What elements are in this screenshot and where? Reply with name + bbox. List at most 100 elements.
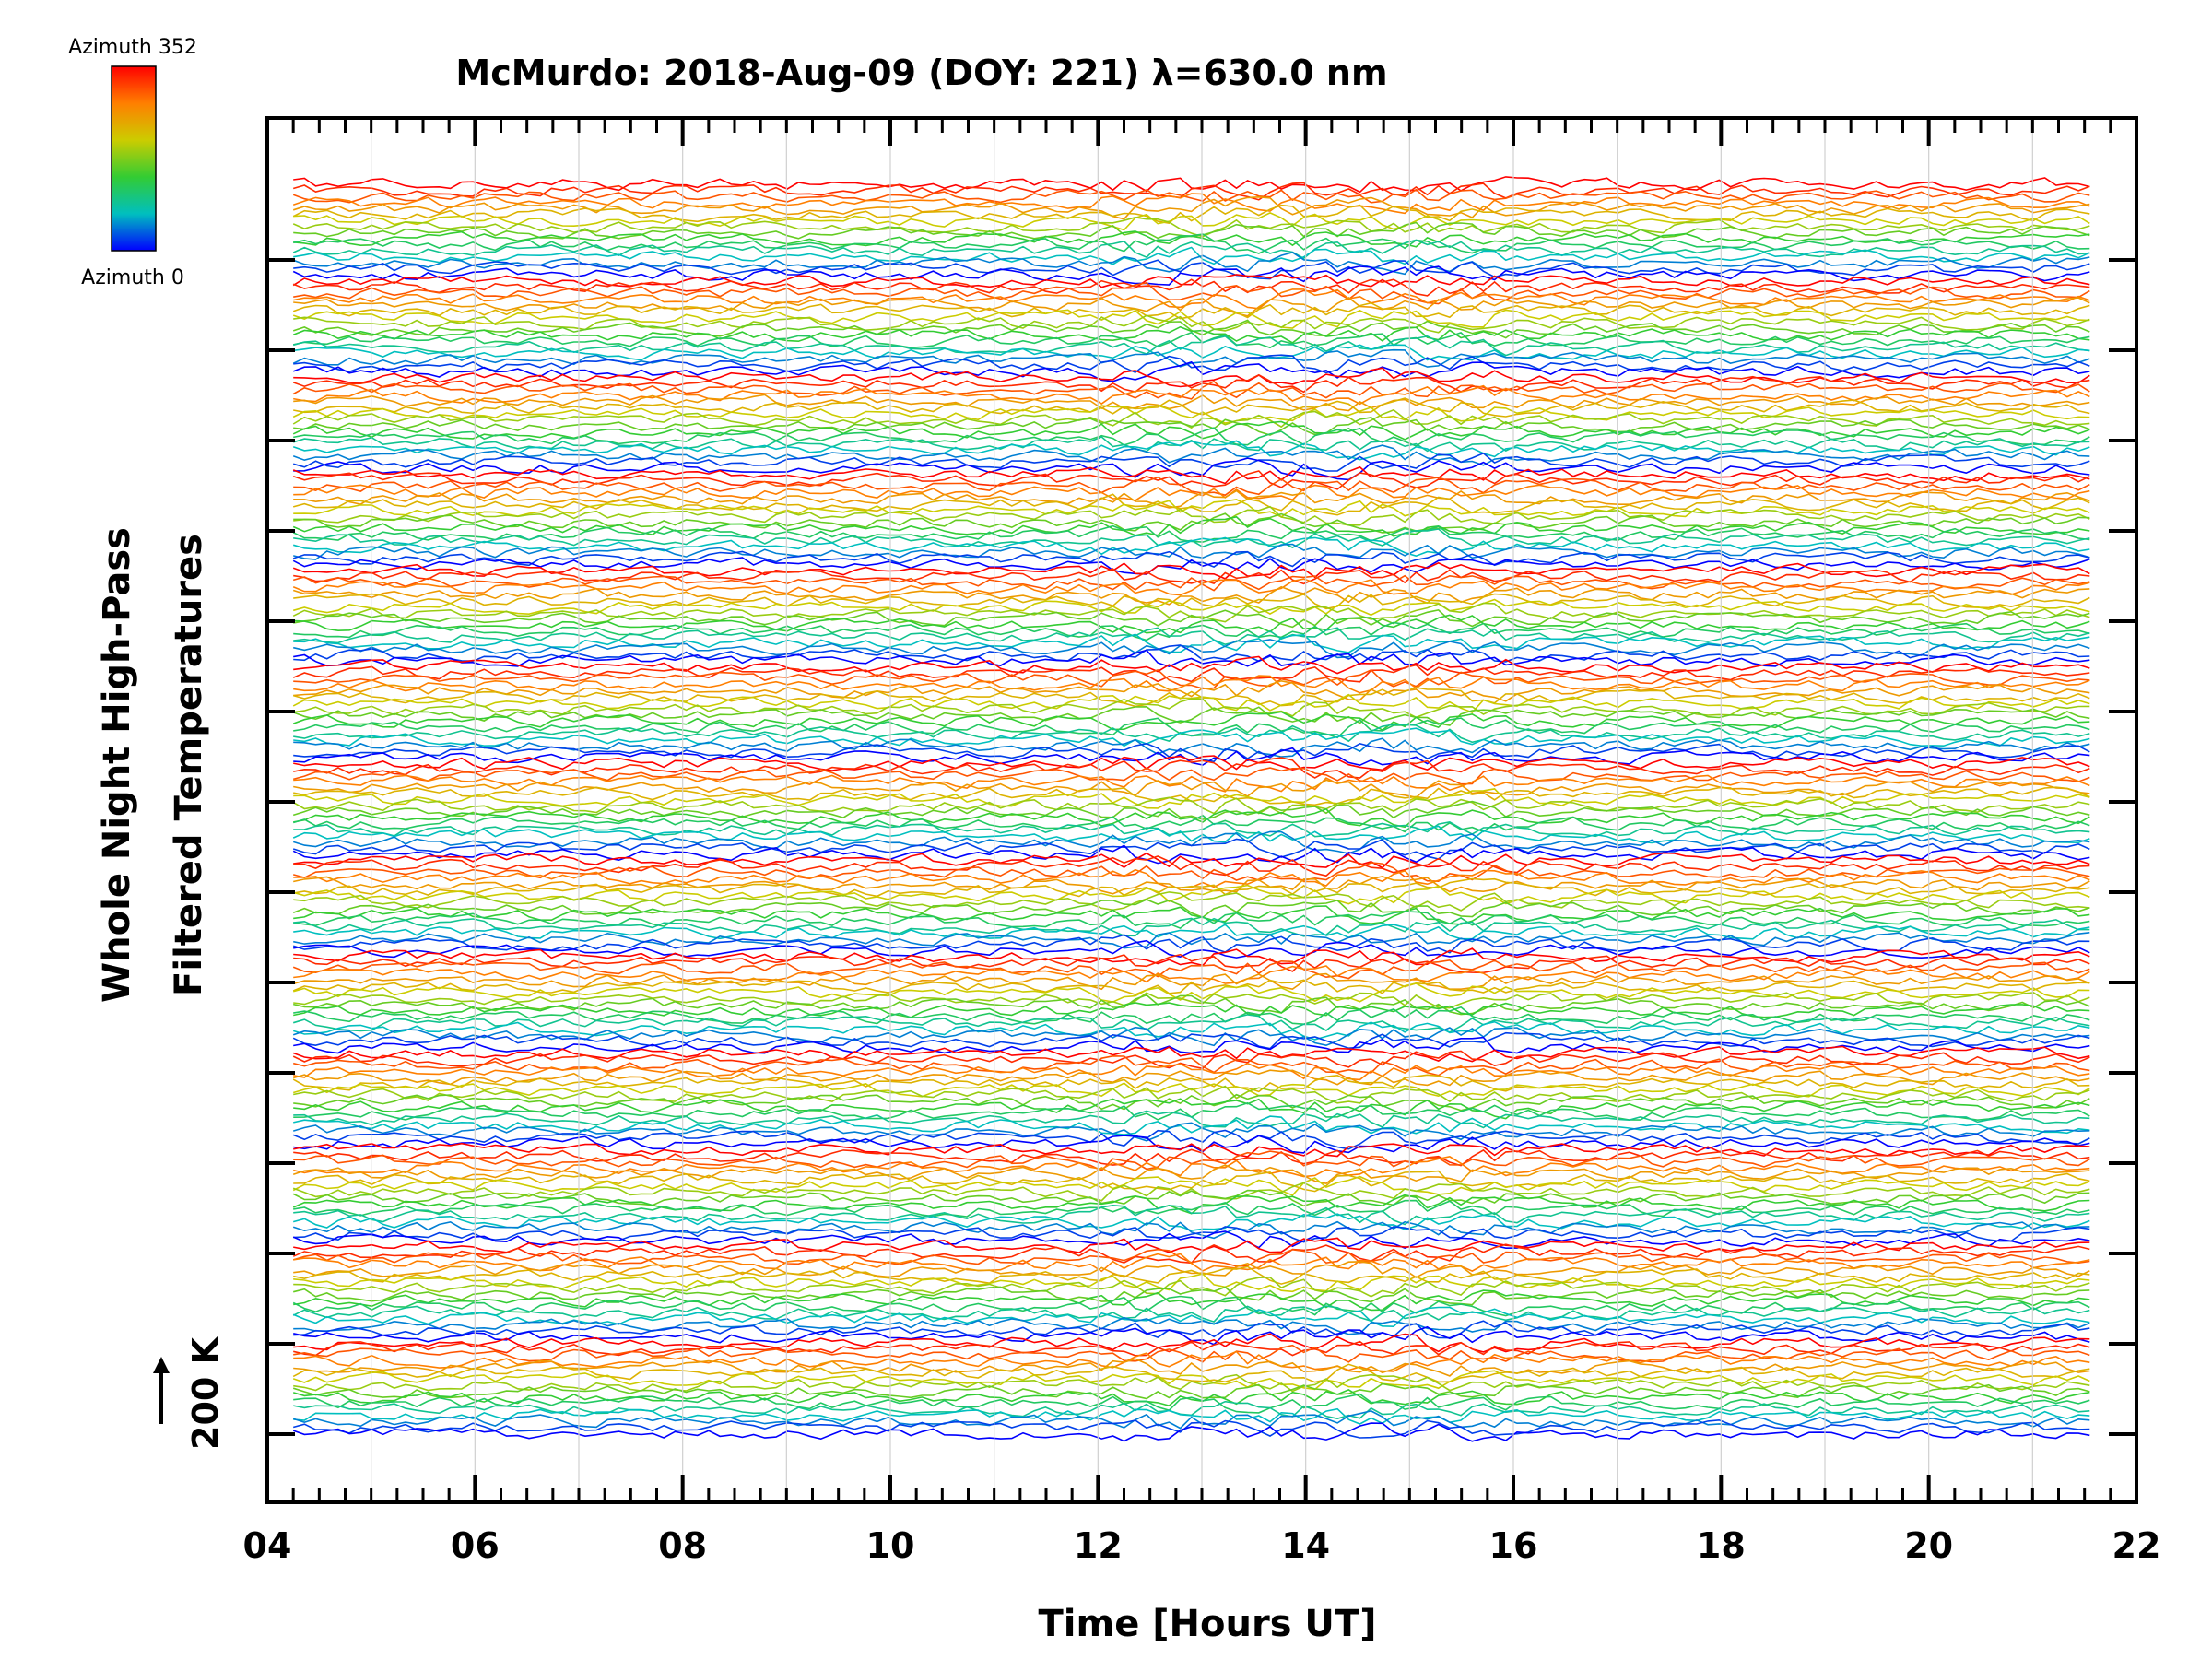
x-tick-label: 20 (1904, 1525, 1953, 1566)
trace-line (292, 705, 2090, 726)
trace-line (293, 757, 2090, 779)
trace-line (292, 204, 2090, 225)
trace-line (292, 1389, 2090, 1406)
trace-line (292, 574, 2090, 592)
trace-line (293, 417, 2090, 436)
trace-line (292, 982, 2090, 1003)
trace-line (292, 687, 2090, 708)
x-tick-label: 12 (1074, 1525, 1123, 1566)
trace-line (292, 465, 2090, 485)
trace-line (293, 1150, 2090, 1171)
trace-line (293, 1110, 2090, 1129)
x-tick-label: 08 (658, 1525, 707, 1566)
trace-line (293, 774, 2090, 793)
trace-line (293, 1407, 2090, 1425)
trace-line (293, 1320, 2090, 1339)
trace-line (293, 917, 2090, 937)
trace-line (292, 934, 2090, 954)
colorbar-gradient (111, 65, 157, 252)
trace-line (293, 1148, 2090, 1167)
trace-line (292, 693, 2090, 713)
trace-line (293, 855, 2090, 877)
trace-line (292, 598, 2090, 617)
trace-line (293, 737, 2090, 758)
trace-line (292, 470, 2090, 490)
trace-line (293, 698, 2090, 719)
trace-line (293, 1002, 2090, 1018)
trace-line (292, 1220, 2090, 1240)
trace-line (292, 373, 2090, 394)
trace-line (293, 668, 2090, 690)
trace-line (292, 360, 2090, 382)
colorbar-bottom-label: Azimuth 0 (81, 266, 184, 289)
y-axis-label-line2: Filtered Temperatures (168, 534, 210, 996)
trace-line (292, 1306, 2090, 1328)
vertical-gridlines (371, 122, 2033, 1499)
trace-line (292, 838, 2090, 860)
trace-line (292, 1363, 2090, 1383)
trace-line (293, 953, 2090, 974)
trace-line (292, 1122, 2090, 1142)
trace-line (292, 420, 2090, 441)
trace-line (293, 1289, 2090, 1312)
scale-bar-label: 200 K (185, 1335, 226, 1450)
trace-line (293, 1006, 2090, 1026)
trace-line (293, 1333, 2090, 1353)
trace-line (293, 1156, 2090, 1178)
trace-line (292, 578, 2090, 596)
trace-line (292, 380, 2090, 400)
trace-line (293, 499, 2090, 518)
trace-line (293, 394, 2090, 412)
trace-line (293, 1261, 2090, 1278)
trace-line (293, 992, 2090, 1009)
trace-line (293, 994, 2090, 1016)
trace-line (292, 405, 2090, 424)
trace-line (292, 1031, 2090, 1050)
trace-line (293, 1135, 2090, 1154)
trace-line (292, 436, 2090, 453)
trace-line (292, 408, 2090, 429)
trace-line (293, 649, 2090, 668)
trace-line (293, 1036, 2090, 1054)
trace-line (292, 1050, 2090, 1070)
trace-line (292, 711, 2090, 731)
trace-line (293, 877, 2090, 898)
x-axis-label: Time [Hours UT] (1039, 1603, 1377, 1645)
trace-line (293, 297, 2090, 317)
trace-line (293, 924, 2090, 940)
trace-line (293, 1265, 2090, 1285)
trace-line (293, 868, 2090, 888)
trace-line (293, 621, 2090, 641)
trace-line (293, 1237, 2090, 1253)
trace-line (293, 820, 2090, 838)
x-tick-label: 10 (866, 1525, 915, 1566)
trace-line (293, 1350, 2090, 1372)
trace-line (293, 427, 2090, 447)
trace-line (293, 384, 2090, 406)
trace-line (292, 309, 2090, 329)
trace-line (293, 717, 2090, 739)
trace-line (293, 476, 2090, 497)
trace-line (292, 1020, 2090, 1041)
trace-line (293, 1085, 2090, 1104)
trace-line (293, 644, 2090, 663)
trace-line (292, 767, 2090, 785)
trace-line (292, 1175, 2090, 1196)
trace-line (292, 585, 2090, 606)
trace-line (292, 536, 2090, 558)
trace-line (292, 1082, 2090, 1098)
trace-line (292, 844, 2090, 865)
trace-line (292, 550, 2090, 569)
trace-line (293, 246, 2090, 265)
trace-line (292, 899, 2090, 919)
trace-line (293, 212, 2090, 231)
trace-line (293, 609, 2090, 629)
x-tick-label: 14 (1281, 1525, 1330, 1566)
trace-line (293, 1340, 2090, 1357)
trace-line (292, 561, 2090, 580)
temperature-traces (292, 176, 2090, 1442)
trace-line (293, 281, 2090, 305)
trace-line (292, 1045, 2090, 1063)
colorbar: Azimuth 352 Azimuth 0 (68, 36, 197, 289)
trace-line (293, 742, 2090, 763)
